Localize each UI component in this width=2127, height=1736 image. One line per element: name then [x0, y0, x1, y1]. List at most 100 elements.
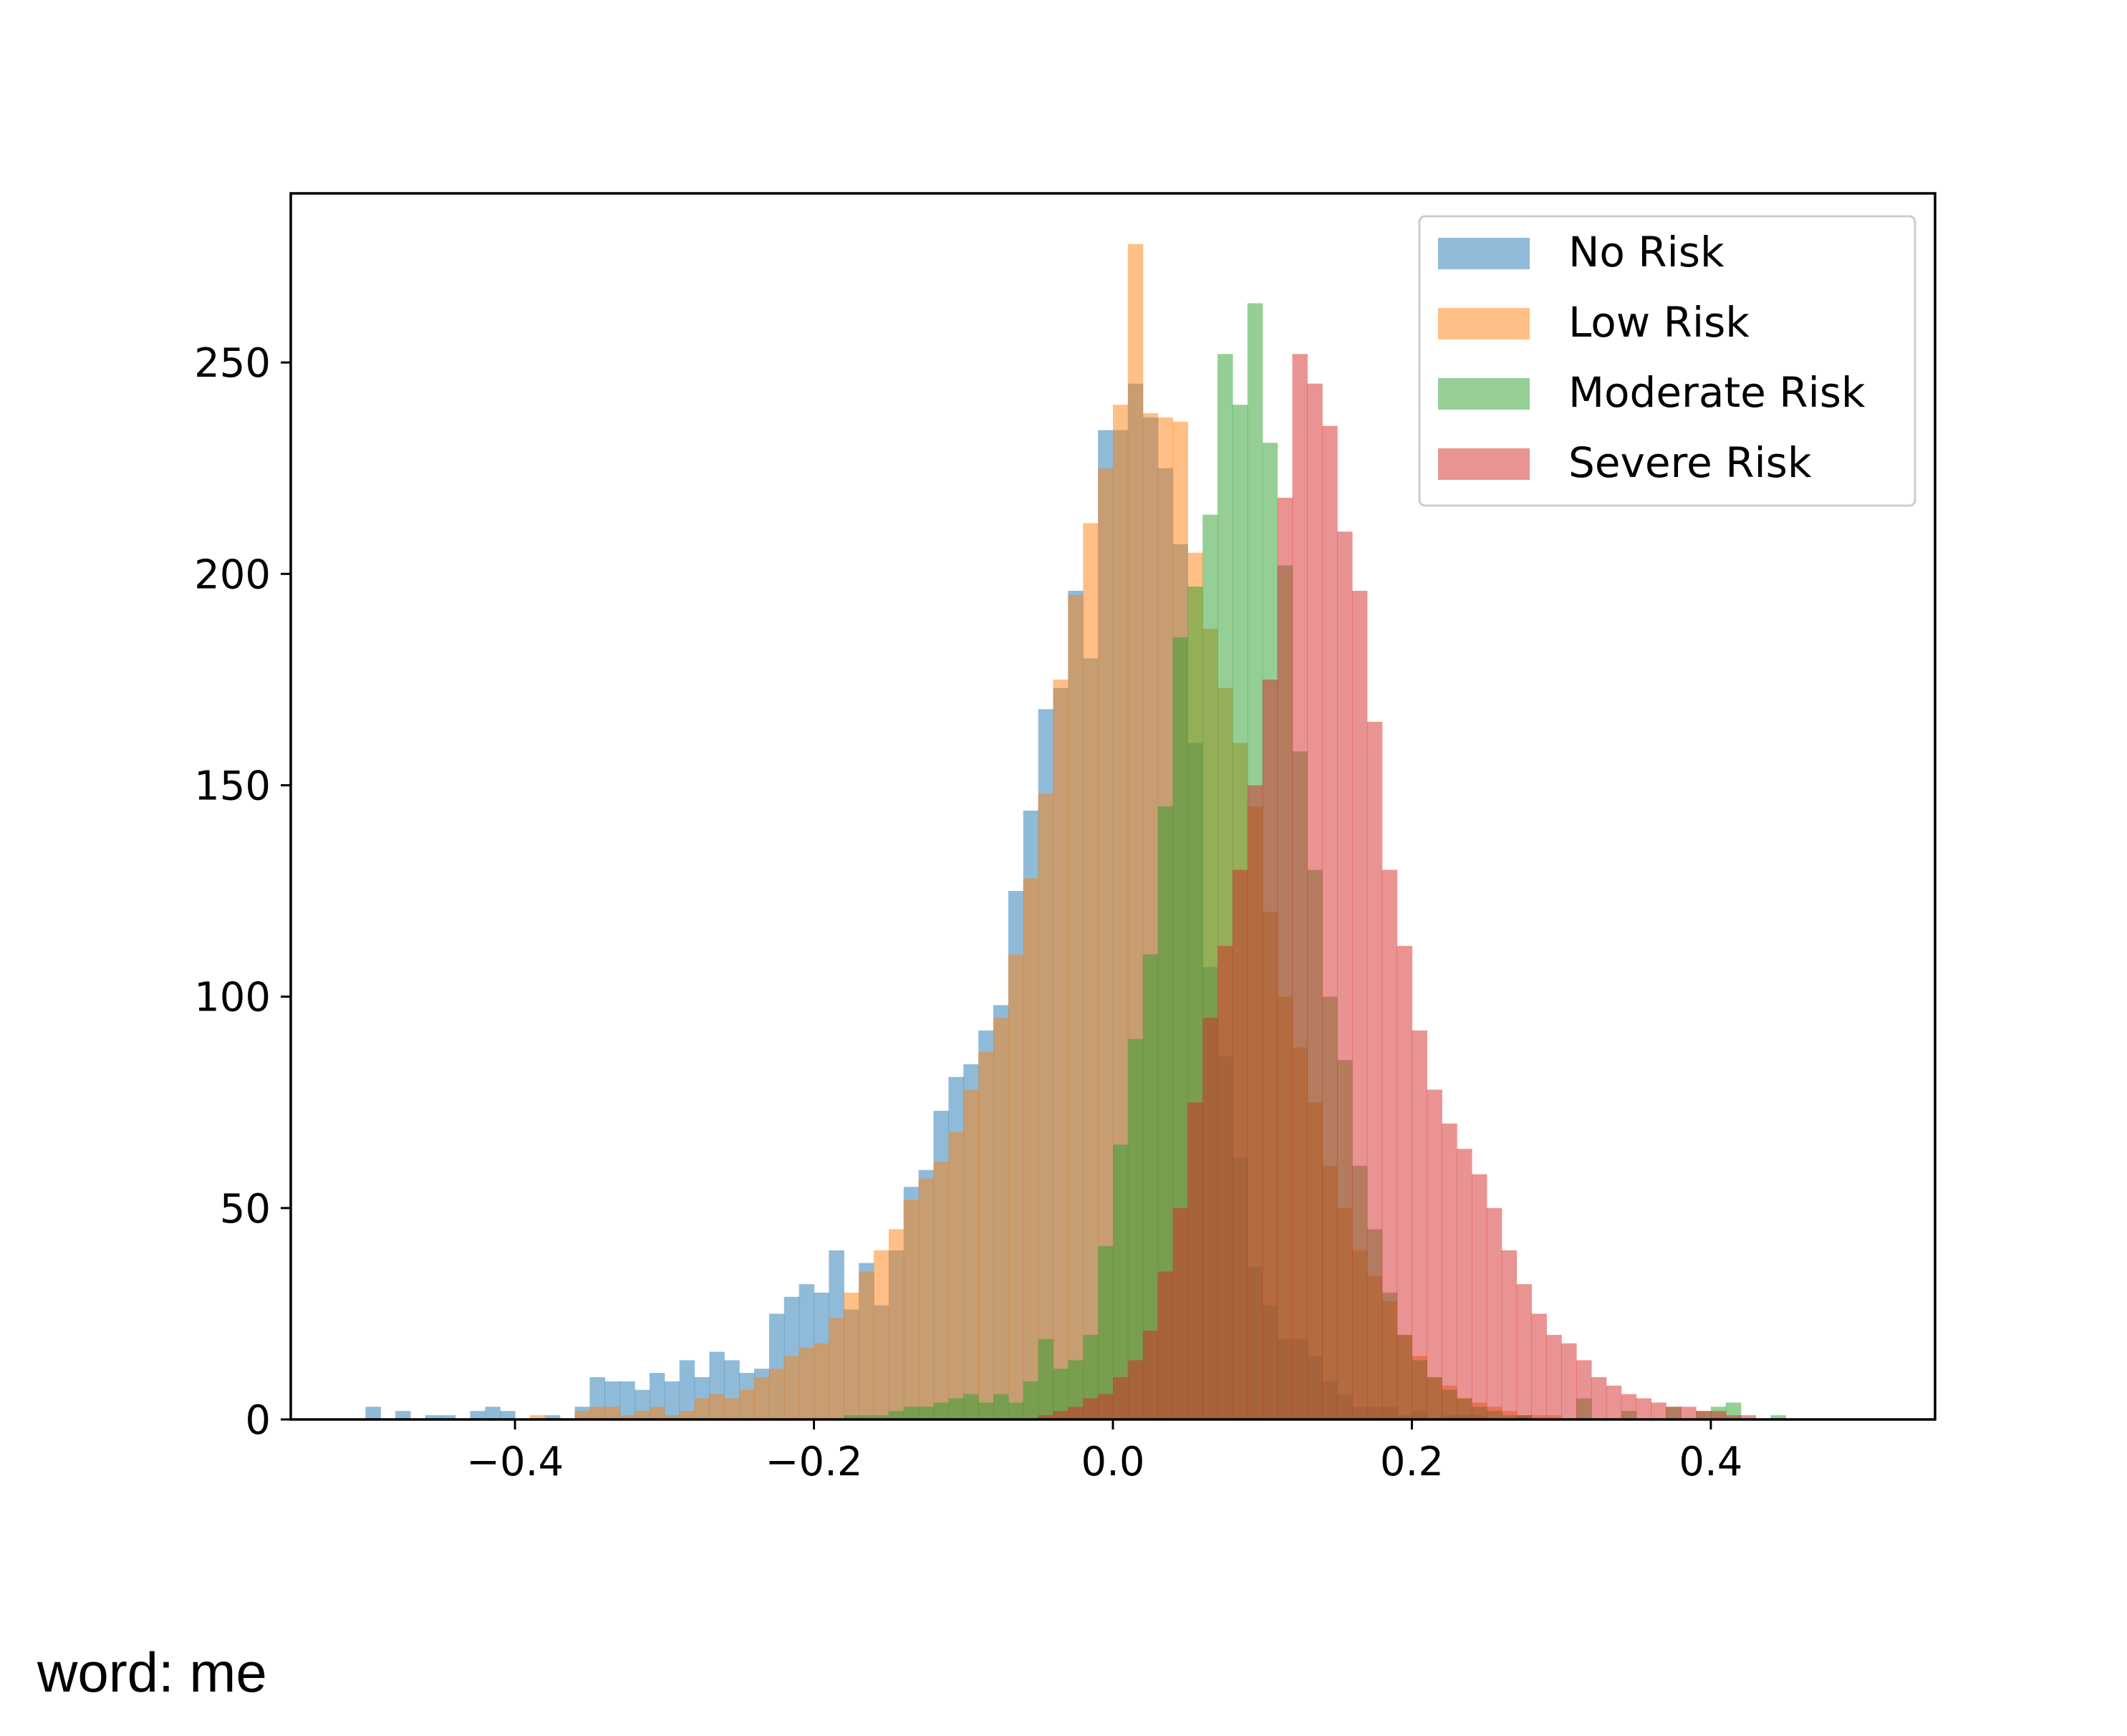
histogram-bar	[1127, 1038, 1144, 1419]
histogram-bar	[1113, 1144, 1129, 1419]
histogram-bar	[1068, 1360, 1084, 1419]
legend-label: Severe Risk	[1568, 438, 1812, 487]
histogram-bar	[724, 1398, 740, 1419]
caption-text: word: me	[37, 1641, 267, 1704]
histogram-bar	[1142, 954, 1159, 1419]
histogram-bar	[829, 1318, 844, 1419]
x-tick-label: −0.4	[466, 1439, 564, 1485]
histogram-bar	[978, 1402, 994, 1419]
histogram-bar	[1277, 498, 1293, 1419]
bars-layer	[365, 243, 1786, 1420]
histogram-bar	[963, 1089, 979, 1419]
histogram-bar	[1202, 1018, 1218, 1419]
histogram-bar	[1442, 1123, 1457, 1419]
histogram-bar	[1217, 945, 1233, 1419]
histogram-bar	[1561, 1343, 1577, 1419]
legend-label: Moderate Risk	[1568, 368, 1866, 417]
x-tick-label: −0.2	[766, 1439, 863, 1485]
histogram-bar	[500, 1411, 516, 1419]
histogram-bar	[649, 1407, 665, 1419]
legend-frame	[1418, 215, 1916, 507]
histogram-bar	[1187, 1102, 1203, 1419]
histogram-bar	[1113, 1376, 1129, 1419]
histogram-bar	[1023, 1381, 1039, 1419]
histogram-bar	[664, 1415, 680, 1419]
histogram-bar	[844, 1292, 859, 1419]
legend-label: Low Risk	[1568, 298, 1750, 347]
histogram-bar	[993, 1394, 1009, 1419]
histogram-bar	[395, 1411, 411, 1419]
histogram-bar	[978, 1051, 994, 1419]
histogram-bar	[1172, 1207, 1188, 1419]
histogram-bar	[425, 1415, 441, 1419]
histogram-bar	[1038, 794, 1054, 1419]
legend-swatch	[1438, 448, 1530, 480]
histogram-bar	[485, 1407, 501, 1419]
histogram-bar	[440, 1415, 456, 1419]
histogram-bar	[1770, 1415, 1786, 1419]
histogram-bar	[1098, 468, 1114, 1419]
histogram-bar	[1068, 1407, 1084, 1419]
histogram-bar	[1471, 1174, 1487, 1419]
histogram-bar	[1083, 1398, 1099, 1419]
histogram-bar	[933, 1402, 949, 1419]
histogram-bar	[1516, 1284, 1533, 1419]
histogram-bar	[888, 1229, 905, 1419]
histogram-bar	[1696, 1411, 1712, 1419]
histogram-bar	[679, 1360, 695, 1419]
histogram-bar	[948, 1132, 964, 1419]
legend-label: No Risk	[1568, 228, 1725, 276]
histogram-bar	[1501, 1250, 1518, 1419]
histogram-bar	[1337, 531, 1353, 1419]
histogram-bar	[1606, 1385, 1622, 1419]
histogram-bar	[1531, 1313, 1547, 1419]
histogram-bar	[1157, 1271, 1174, 1419]
histogram-bar	[709, 1394, 725, 1419]
histogram-bar	[859, 1271, 874, 1419]
histogram-bar	[1023, 878, 1039, 1419]
histogram-bar	[1457, 1149, 1472, 1419]
histogram-bar	[1038, 1415, 1054, 1419]
histogram-bar	[948, 1398, 964, 1419]
y-tick-label: 150	[194, 763, 271, 809]
histogram-bar	[1486, 1207, 1503, 1419]
histogram-bar	[1576, 1360, 1592, 1419]
legend: No Risk Low Risk Moderate Risk Severe Risk	[1418, 215, 1916, 507]
histogram-bar	[1127, 1360, 1144, 1419]
histogram-bar	[1053, 679, 1069, 1419]
histogram-bar	[574, 1411, 591, 1419]
histogram-bar	[365, 1407, 381, 1419]
histogram-bar	[1008, 1402, 1024, 1419]
y-tick-label: 200	[194, 551, 271, 598]
histogram-bar	[1232, 869, 1248, 1419]
legend-swatch	[1438, 238, 1530, 269]
legend-item: Low Risk	[1438, 298, 1750, 347]
histogram-bar	[470, 1411, 486, 1419]
y-tick-label: 0	[245, 1397, 271, 1444]
histogram-bar	[1157, 806, 1174, 1419]
histogram-bar	[859, 1415, 874, 1419]
histogram-bar	[1740, 1415, 1757, 1419]
histogram-bar	[694, 1398, 710, 1419]
legend-item: Severe Risk	[1438, 438, 1812, 487]
histogram-bar	[619, 1381, 635, 1419]
legend-item: No Risk	[1438, 228, 1725, 276]
histogram-bar	[933, 1161, 949, 1419]
histogram-bar	[799, 1347, 815, 1419]
histogram-bar	[783, 1356, 800, 1419]
histogram-bar	[589, 1407, 605, 1419]
histogram-bar	[903, 1200, 920, 1419]
histogram-bar	[1307, 383, 1323, 1420]
series-severe-risk	[1038, 354, 1757, 1420]
histogram-bar	[963, 1394, 979, 1419]
histogram-bar	[1397, 945, 1413, 1419]
histogram-bar	[1008, 954, 1024, 1419]
histogram-bar	[1098, 1245, 1114, 1419]
histogram-bar	[679, 1411, 695, 1419]
histogram-bar	[1351, 590, 1368, 1420]
histogram-bar	[1322, 425, 1338, 1420]
histogram-bar	[1621, 1394, 1637, 1419]
y-tick-label: 50	[220, 1186, 271, 1233]
legend-swatch	[1438, 378, 1530, 410]
